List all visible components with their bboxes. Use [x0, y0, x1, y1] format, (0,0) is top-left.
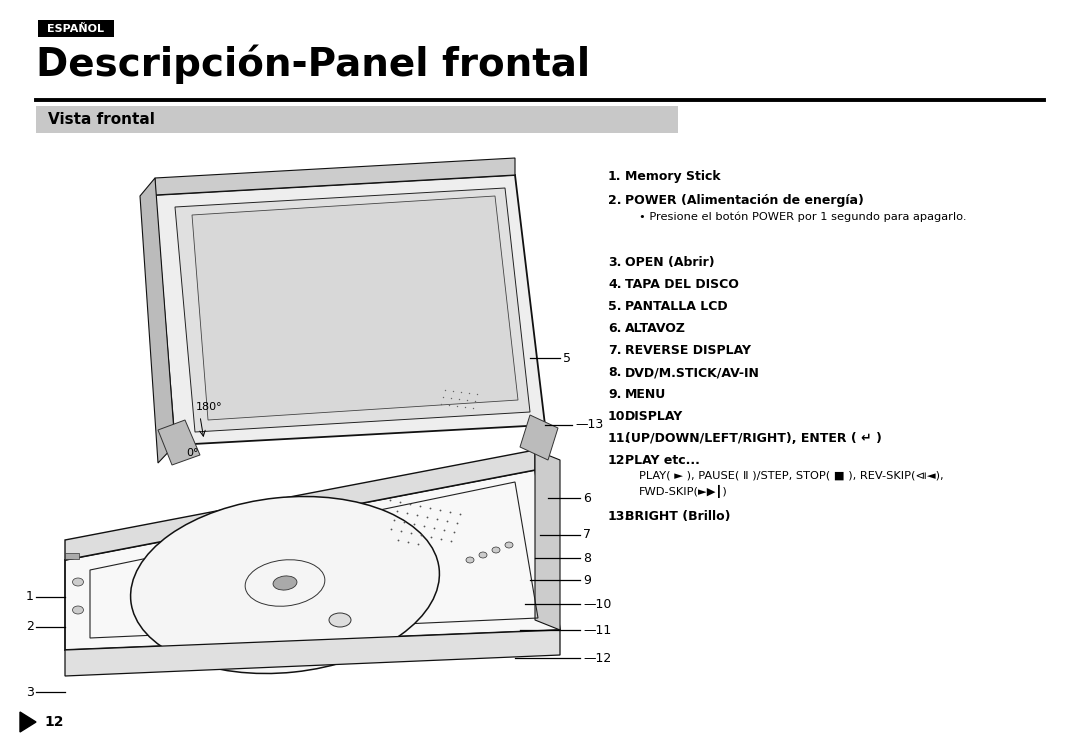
- Text: —11: —11: [583, 623, 611, 637]
- Text: 8: 8: [583, 551, 591, 565]
- Text: —13: —13: [575, 418, 604, 432]
- Polygon shape: [175, 188, 530, 432]
- Text: 9: 9: [583, 574, 591, 586]
- Text: 3.: 3.: [608, 256, 621, 269]
- FancyBboxPatch shape: [36, 106, 678, 133]
- Text: Memory Stick: Memory Stick: [625, 170, 720, 183]
- Polygon shape: [192, 196, 518, 420]
- Text: 6: 6: [583, 491, 591, 505]
- Text: 6.: 6.: [608, 322, 621, 335]
- Text: POWER (Alimentación de energía): POWER (Alimentación de energía): [625, 194, 864, 207]
- Text: 7.: 7.: [608, 344, 621, 357]
- Text: ESPAÑOL: ESPAÑOL: [48, 24, 105, 33]
- Text: • Presione el botón POWER por 1 segundo para apagarlo.: • Presione el botón POWER por 1 segundo …: [639, 212, 967, 223]
- Text: ALTAVOZ: ALTAVOZ: [625, 322, 686, 335]
- Text: (UP/DOWN/LEFT/RIGHT), ENTER ( ↵ ): (UP/DOWN/LEFT/RIGHT), ENTER ( ↵ ): [625, 432, 882, 445]
- Text: 0°: 0°: [186, 448, 199, 458]
- Text: 1: 1: [26, 591, 33, 603]
- Text: PLAY( ► ), PAUSE( Ⅱ )/STEP, STOP( ■ ), REV-SKIP(⧏◄),: PLAY( ► ), PAUSE( Ⅱ )/STEP, STOP( ■ ), R…: [639, 470, 944, 480]
- Polygon shape: [21, 712, 36, 732]
- Text: 5.: 5.: [608, 300, 621, 313]
- FancyBboxPatch shape: [65, 553, 79, 559]
- Ellipse shape: [273, 576, 297, 590]
- FancyBboxPatch shape: [38, 20, 114, 37]
- Polygon shape: [156, 175, 545, 445]
- Text: 10.: 10.: [608, 410, 631, 423]
- Text: 12.: 12.: [608, 454, 631, 467]
- Text: TAPA DEL DISCO: TAPA DEL DISCO: [625, 278, 739, 291]
- Text: 12: 12: [44, 715, 64, 729]
- Polygon shape: [158, 420, 200, 465]
- Text: 11.: 11.: [608, 432, 631, 445]
- Text: 2: 2: [26, 620, 33, 634]
- Ellipse shape: [72, 606, 83, 614]
- Text: 4.: 4.: [608, 278, 621, 291]
- Text: —12: —12: [583, 651, 611, 665]
- Text: REVERSE DISPLAY: REVERSE DISPLAY: [625, 344, 751, 357]
- Ellipse shape: [480, 552, 487, 558]
- Polygon shape: [140, 178, 175, 463]
- Text: 1.: 1.: [608, 170, 621, 183]
- Text: 3: 3: [26, 686, 33, 698]
- Ellipse shape: [492, 547, 500, 553]
- Polygon shape: [519, 415, 558, 460]
- Text: FWD-SKIP(►▶┃): FWD-SKIP(►▶┃): [639, 485, 728, 498]
- Text: PLAY etc...: PLAY etc...: [625, 454, 700, 467]
- Polygon shape: [65, 450, 535, 560]
- Text: PANTALLA LCD: PANTALLA LCD: [625, 300, 728, 313]
- Text: —10: —10: [583, 597, 611, 611]
- Ellipse shape: [329, 613, 351, 627]
- Polygon shape: [65, 630, 561, 676]
- Text: 8.: 8.: [608, 366, 621, 379]
- Ellipse shape: [72, 578, 83, 586]
- Text: 5: 5: [563, 352, 571, 364]
- Text: DISPLAY: DISPLAY: [625, 410, 684, 423]
- Text: Descripción-Panel frontal: Descripción-Panel frontal: [36, 45, 590, 85]
- Polygon shape: [535, 450, 561, 630]
- Text: 9.: 9.: [608, 388, 621, 401]
- Text: Vista frontal: Vista frontal: [48, 111, 154, 126]
- Polygon shape: [65, 470, 561, 650]
- Polygon shape: [156, 158, 515, 195]
- Text: 13.: 13.: [608, 510, 630, 523]
- Text: MENU: MENU: [625, 388, 666, 401]
- Text: DVD/M.STICK/AV-IN: DVD/M.STICK/AV-IN: [625, 366, 760, 379]
- Ellipse shape: [505, 542, 513, 548]
- Ellipse shape: [465, 557, 474, 563]
- Text: OPEN (Abrir): OPEN (Abrir): [625, 256, 715, 269]
- Text: 7: 7: [583, 528, 591, 542]
- Text: 180°: 180°: [195, 402, 222, 412]
- Text: BRIGHT (Brillo): BRIGHT (Brillo): [625, 510, 730, 523]
- Text: 2.: 2.: [608, 194, 621, 207]
- Ellipse shape: [131, 496, 440, 674]
